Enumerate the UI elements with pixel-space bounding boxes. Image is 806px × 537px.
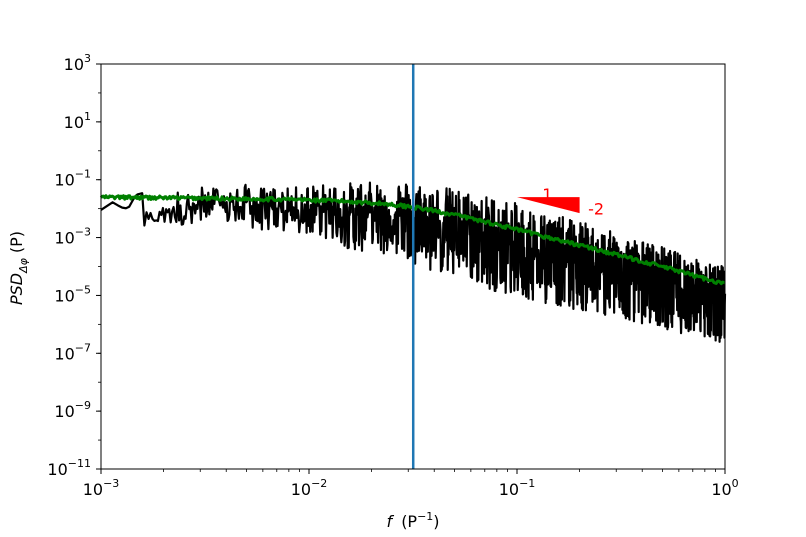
x-tick-label: 10−1 (499, 477, 536, 499)
x-tick-label: 10−2 (291, 477, 328, 499)
x-axis-label: f (P−1) (386, 510, 439, 531)
x-axis: 10−3 10−2 10−1 100 (83, 469, 739, 499)
y-tick-label: 10−5 (54, 283, 91, 305)
slope-annotation: 1 -2 (517, 185, 604, 218)
slope-label-right: -2 (588, 199, 604, 218)
y-tick-label: 10−7 (54, 341, 91, 363)
y-axis: 10−11 10−9 10−7 10−5 10−3 10−1 101 103 (47, 52, 101, 479)
slope-triangle (517, 197, 580, 214)
y-tick-label: 10−11 (47, 457, 91, 479)
y-axis-label: PSDΔφ(P) (7, 231, 30, 305)
x-tick-label: 100 (711, 477, 738, 499)
slope-label-top: 1 (542, 185, 552, 204)
y-tick-label: 103 (64, 52, 91, 74)
series-black-spectrum (100, 181, 727, 343)
y-tick-label: 10−3 (54, 226, 91, 248)
y-tick-label: 10−1 (54, 168, 91, 190)
y-tick-label: 101 (64, 110, 91, 132)
x-tick-label: 10−3 (83, 477, 120, 499)
plot-area (99, 64, 727, 469)
y-tick-label: 10−9 (54, 399, 91, 421)
